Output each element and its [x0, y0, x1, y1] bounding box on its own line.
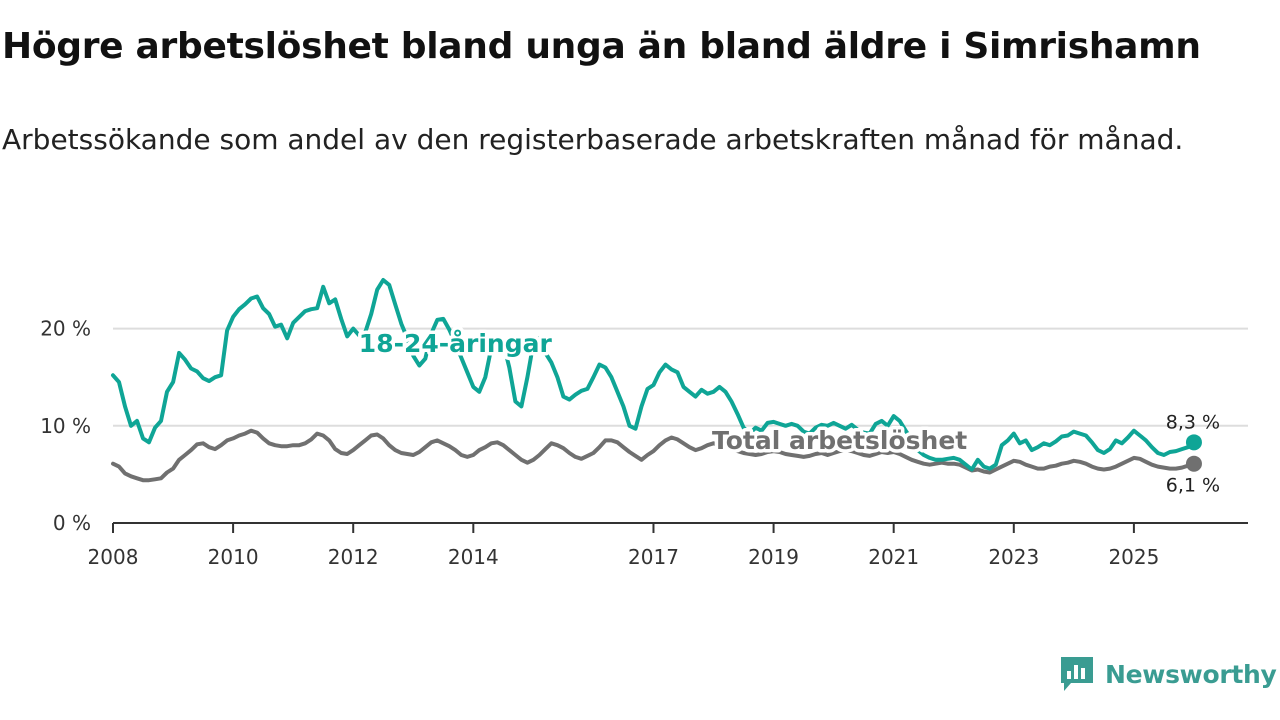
series-line-total: [111, 428, 1196, 483]
y-tick-label: 10 %: [40, 414, 91, 438]
x-tick-label: 2012: [328, 545, 379, 569]
end-marker-total: [1185, 455, 1202, 472]
series-line-young: [111, 278, 1196, 472]
x-tick-label: 2014: [448, 545, 499, 569]
newsworthy-logo: Newsworthy: [1059, 655, 1277, 693]
chart-title: Högre arbetslöshet bland unga än bland ä…: [2, 26, 1201, 67]
brand-name: Newsworthy: [1105, 659, 1277, 689]
x-tick-label: 2025: [1108, 545, 1159, 569]
y-tick-label: 20 %: [40, 317, 91, 341]
x-tick-label: 2019: [748, 545, 799, 569]
series-label-young: 18-24-åringar: [359, 329, 553, 358]
chart-subtitle: Arbetssökande som andel av den registerb…: [2, 123, 1184, 156]
x-tick-label: 2017: [628, 545, 679, 569]
y-tick-label: 0 %: [53, 511, 91, 535]
x-tick-label: 2010: [208, 545, 259, 569]
x-tick-label: 2021: [868, 545, 919, 569]
end-value-label-young: 8,3 %: [1166, 411, 1220, 433]
series-label-total: Total arbetslöshet: [712, 426, 967, 455]
end-value-label-total: 6,1 %: [1166, 475, 1220, 497]
x-tick-label: 2023: [988, 545, 1039, 569]
end-marker-young: [1185, 434, 1202, 451]
x-tick-label: 2008: [88, 545, 139, 569]
bar-chart-icon: [1061, 657, 1093, 691]
